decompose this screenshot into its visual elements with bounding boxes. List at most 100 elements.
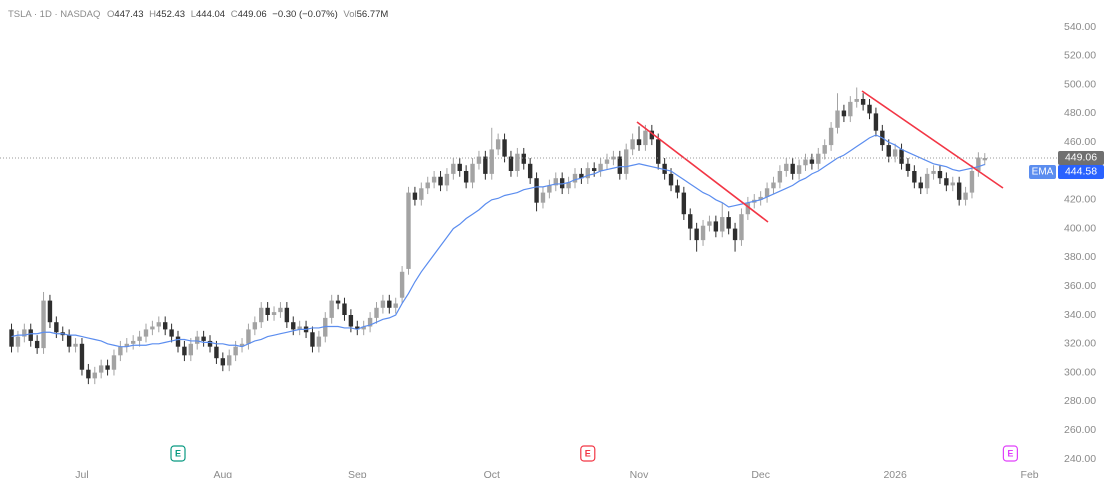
candle-body: [713, 221, 719, 232]
candle-body: [899, 149, 904, 164]
candle-body: [854, 99, 859, 102]
candle-body: [572, 173, 578, 183]
candle-body: [412, 192, 418, 200]
candle-body: [265, 307, 270, 315]
candle-body: [15, 336, 21, 347]
trend-line: [861, 90, 1004, 189]
candle-body: [777, 171, 783, 183]
open-value: 447.43: [114, 9, 143, 20]
candle-body: [73, 343, 78, 347]
candle-body: [502, 139, 507, 157]
candle-body: [867, 104, 872, 114]
candle-body: [784, 163, 789, 171]
candle-body: [130, 340, 136, 344]
open-label: O: [107, 9, 114, 20]
x-tick-label: Feb: [1021, 469, 1039, 478]
candle-body: [54, 322, 59, 333]
y-tick-label: 500.00: [1064, 78, 1096, 90]
candle-body: [246, 329, 251, 344]
candle-body: [124, 343, 129, 347]
candle-body: [553, 178, 558, 186]
candle-body: [156, 322, 161, 327]
candle-body: [694, 228, 699, 241]
x-tick-label: Aug: [213, 469, 232, 478]
candle-body: [656, 139, 661, 164]
candle-body: [252, 322, 258, 330]
candle-body: [9, 329, 14, 347]
close-label: C: [231, 9, 238, 20]
candle-body: [489, 149, 494, 174]
candle-body: [809, 159, 815, 164]
candle-body: [591, 168, 597, 171]
y-tick-label: 540.00: [1064, 21, 1096, 33]
candle-body: [912, 171, 917, 183]
candle-body: [47, 300, 53, 323]
candle-body: [739, 214, 744, 241]
candle-body: [720, 217, 725, 232]
candle-body: [323, 317, 328, 337]
candle-body: [207, 340, 213, 347]
y-tick-label: 360.00: [1064, 280, 1096, 292]
candle-body: [675, 185, 680, 193]
candle-body: [438, 176, 443, 186]
candle-body: [233, 346, 238, 356]
candle-body: [278, 307, 283, 313]
y-tick-label: 320.00: [1064, 338, 1096, 350]
candle-body: [745, 202, 751, 215]
y-tick-label: 380.00: [1064, 251, 1096, 263]
candle-body: [348, 315, 354, 327]
event-marker: [1002, 445, 1018, 462]
candle-body: [419, 188, 424, 200]
candle-body: [214, 346, 219, 359]
candle-body: [431, 176, 437, 183]
candle-body: [604, 159, 610, 164]
x-tick-label: Nov: [630, 469, 649, 478]
candle-body: [98, 365, 104, 373]
candle-body: [892, 149, 898, 157]
candle-body: [982, 157, 987, 161]
candle-body: [585, 168, 590, 179]
symbol: TSLA · 1D · NASDAQ: [8, 9, 100, 20]
candle-body: [162, 322, 168, 330]
candle-body: [239, 343, 245, 347]
event-marker: [580, 445, 596, 462]
candle-body: [271, 312, 277, 315]
candle-body: [758, 196, 763, 200]
candle-body: [175, 336, 181, 347]
ema-name: EMA: [1032, 167, 1054, 178]
candle-body: [828, 127, 834, 146]
candle-body: [508, 156, 514, 171]
candle-body: [540, 192, 546, 203]
candle-body: [937, 171, 943, 179]
candle-body: [662, 163, 667, 174]
candle-body: [860, 99, 866, 105]
candle-body: [355, 326, 360, 330]
candle-body: [668, 173, 674, 186]
candle-body: [790, 163, 795, 174]
y-tick-label: 240.00: [1064, 453, 1096, 465]
candle-body: [34, 340, 40, 349]
candle-body: [515, 153, 520, 171]
candle-body: [291, 322, 296, 330]
y-tick-label: 460.00: [1064, 136, 1096, 148]
y-tick-label: 260.00: [1064, 424, 1096, 436]
event-label: E: [585, 448, 591, 458]
candle-body: [259, 307, 264, 323]
candle-body: [451, 163, 456, 174]
candle-body: [342, 303, 347, 315]
y-tick-label: 480.00: [1064, 107, 1096, 119]
ema-name-box: [1029, 164, 1056, 179]
candle-body: [841, 110, 847, 117]
candle-body: [393, 303, 398, 308]
y-tick-label: 420.00: [1064, 194, 1096, 206]
high-value: 452.43: [156, 9, 185, 20]
candle-body: [227, 355, 232, 366]
y-tick-label: 520.00: [1064, 50, 1096, 62]
chart-header: TSLA · 1D · NASDAQ O447.43 H452.43 L444.…: [8, 9, 388, 20]
event-label: E: [1007, 448, 1013, 458]
low-label: L: [191, 9, 196, 20]
candle-body: [380, 300, 386, 308]
candle-body: [816, 153, 821, 164]
candle-body: [143, 329, 149, 337]
